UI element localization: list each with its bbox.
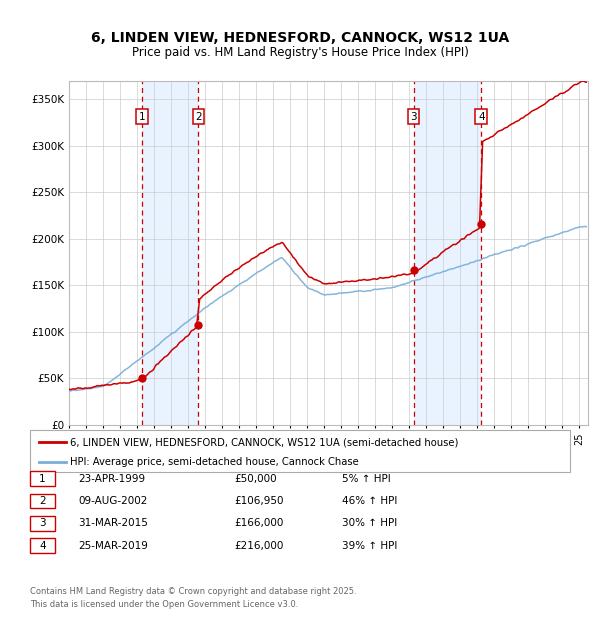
Text: 6, LINDEN VIEW, HEDNESFORD, CANNOCK, WS12 1UA (semi-detached house): 6, LINDEN VIEW, HEDNESFORD, CANNOCK, WS1… <box>70 437 458 447</box>
Text: 1: 1 <box>139 112 146 122</box>
Text: 25-MAR-2019: 25-MAR-2019 <box>78 541 148 551</box>
Text: Contains HM Land Registry data © Crown copyright and database right 2025.: Contains HM Land Registry data © Crown c… <box>30 587 356 596</box>
Text: £50,000: £50,000 <box>234 474 277 484</box>
Text: 1: 1 <box>39 474 46 484</box>
Text: 23-APR-1999: 23-APR-1999 <box>78 474 145 484</box>
Text: 4: 4 <box>478 112 485 122</box>
Text: £166,000: £166,000 <box>234 518 283 528</box>
Text: 5% ↑ HPI: 5% ↑ HPI <box>342 474 391 484</box>
Text: £216,000: £216,000 <box>234 541 283 551</box>
Text: Price paid vs. HM Land Registry's House Price Index (HPI): Price paid vs. HM Land Registry's House … <box>131 46 469 59</box>
Text: HPI: Average price, semi-detached house, Cannock Chase: HPI: Average price, semi-detached house,… <box>70 457 359 467</box>
Text: 31-MAR-2015: 31-MAR-2015 <box>78 518 148 528</box>
Bar <box>142 81 199 425</box>
Text: 3: 3 <box>39 518 46 528</box>
Text: 09-AUG-2002: 09-AUG-2002 <box>78 496 148 506</box>
Text: £106,950: £106,950 <box>234 496 284 506</box>
Text: 3: 3 <box>410 112 417 122</box>
Bar <box>413 81 481 425</box>
Text: 39% ↑ HPI: 39% ↑ HPI <box>342 541 397 551</box>
Text: 30% ↑ HPI: 30% ↑ HPI <box>342 518 397 528</box>
Text: 6, LINDEN VIEW, HEDNESFORD, CANNOCK, WS12 1UA: 6, LINDEN VIEW, HEDNESFORD, CANNOCK, WS1… <box>91 32 509 45</box>
Text: This data is licensed under the Open Government Licence v3.0.: This data is licensed under the Open Gov… <box>30 600 298 609</box>
Text: 46% ↑ HPI: 46% ↑ HPI <box>342 496 397 506</box>
Text: 2: 2 <box>195 112 202 122</box>
Text: 4: 4 <box>39 541 46 551</box>
Text: 2: 2 <box>39 496 46 506</box>
